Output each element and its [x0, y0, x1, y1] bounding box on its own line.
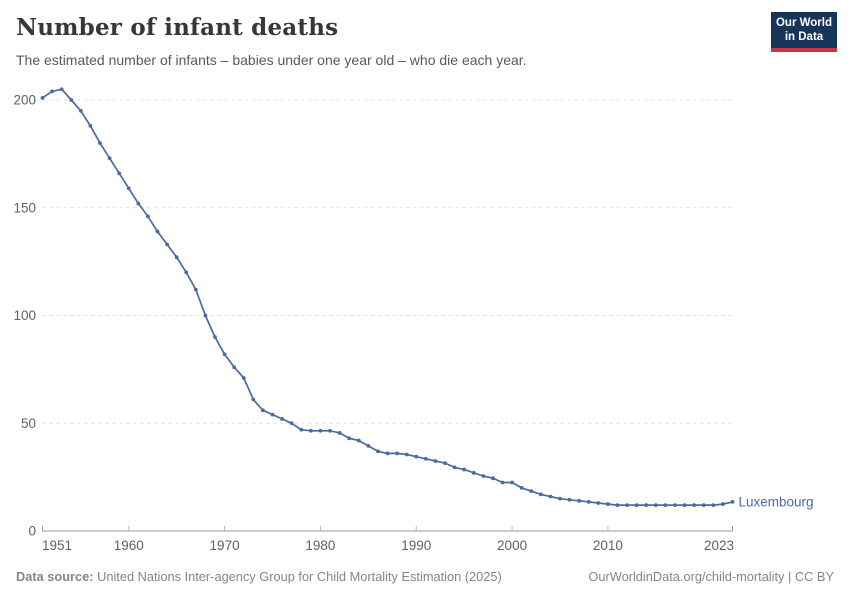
data-point[interactable]	[213, 335, 217, 339]
y-tick-label: 0	[28, 524, 36, 539]
data-point[interactable]	[653, 503, 658, 508]
data-point[interactable]	[337, 431, 342, 435]
data-point[interactable]	[222, 352, 227, 357]
page-title: Number of infant deaths	[16, 14, 339, 41]
data-source-text: United Nations Inter-agency Group for Ch…	[93, 569, 502, 584]
x-tick-label: 2010	[593, 538, 623, 553]
data-point[interactable]	[491, 476, 495, 481]
data-series-line[interactable]	[41, 88, 734, 506]
data-point[interactable]	[385, 451, 390, 456]
y-tick-label: 100	[13, 308, 36, 323]
data-point[interactable]	[443, 461, 447, 466]
data-point[interactable]	[615, 503, 620, 508]
x-tick-label: 2023	[704, 538, 734, 553]
data-point[interactable]	[634, 503, 639, 508]
data-point[interactable]	[701, 503, 706, 508]
data-point[interactable]	[155, 229, 160, 234]
data-point[interactable]	[165, 242, 169, 247]
data-point[interactable]	[519, 486, 524, 490]
data-point[interactable]	[596, 501, 601, 505]
x-tick-label: 1960	[114, 538, 144, 553]
data-point[interactable]	[558, 496, 562, 501]
data-point[interactable]	[136, 201, 141, 206]
y-tick-label: 150	[13, 200, 36, 215]
data-point[interactable]	[730, 500, 735, 504]
data-point[interactable]	[625, 503, 629, 508]
data-point[interactable]	[232, 365, 237, 370]
data-point[interactable]	[452, 465, 457, 470]
data-point[interactable]	[328, 428, 332, 433]
rights-link[interactable]: OurWorldinData.org/child-mortality | CC …	[588, 569, 834, 584]
data-point[interactable]	[395, 451, 399, 456]
data-point[interactable]	[606, 502, 610, 506]
data-point[interactable]	[299, 427, 304, 432]
data-point[interactable]	[567, 497, 572, 502]
data-point[interactable]	[423, 456, 428, 461]
data-point[interactable]	[241, 376, 246, 380]
data-point[interactable]	[711, 503, 716, 508]
data-point[interactable]	[548, 494, 553, 499]
y-tick-label: 50	[21, 416, 36, 431]
data-point[interactable]	[692, 503, 697, 508]
data-point[interactable]	[347, 436, 352, 441]
x-tick-label: 1980	[305, 538, 335, 553]
data-point[interactable]	[673, 503, 677, 508]
data-point[interactable]	[280, 417, 284, 421]
x-tick-label: 1951	[42, 538, 72, 553]
data-point[interactable]	[433, 459, 438, 463]
data-point[interactable]	[376, 449, 380, 454]
data-point[interactable]	[261, 408, 265, 413]
data-point[interactable]	[318, 428, 323, 433]
data-point[interactable]	[78, 108, 83, 113]
data-point[interactable]	[529, 489, 534, 494]
data-point[interactable]	[59, 87, 64, 92]
data-point[interactable]	[414, 454, 419, 459]
data-point[interactable]	[308, 428, 313, 433]
data-point[interactable]	[471, 470, 476, 475]
y-tick-label: 200	[13, 93, 36, 108]
data-point[interactable]	[577, 498, 582, 503]
data-point[interactable]	[88, 123, 93, 128]
data-source-note: Data source: United Nations Inter-agency…	[16, 569, 502, 584]
data-point[interactable]	[721, 502, 725, 506]
data-point[interactable]	[500, 480, 505, 485]
data-point[interactable]	[251, 397, 256, 402]
data-point[interactable]	[50, 89, 54, 94]
data-point[interactable]	[126, 186, 131, 191]
data-point[interactable]	[107, 156, 112, 161]
data-point[interactable]	[69, 98, 74, 102]
data-source-label: Data source:	[16, 569, 94, 584]
data-point[interactable]	[682, 503, 687, 508]
x-tick-label: 2000	[497, 538, 527, 553]
data-point[interactable]	[117, 171, 122, 176]
x-tick-label: 1970	[210, 538, 240, 553]
data-point[interactable]	[462, 467, 467, 472]
series-label-luxembourg[interactable]: Luxembourg	[739, 494, 814, 509]
data-point[interactable]	[174, 255, 179, 260]
data-point[interactable]	[644, 503, 649, 508]
data-point[interactable]	[193, 287, 198, 292]
data-point[interactable]	[98, 141, 102, 146]
owid-logo-text: Our World in Data	[775, 16, 832, 43]
data-point[interactable]	[586, 500, 591, 504]
data-point[interactable]	[146, 214, 150, 219]
data-point[interactable]	[404, 452, 409, 457]
data-point[interactable]	[366, 443, 371, 448]
owid-logo[interactable]: Our World in Data	[771, 12, 837, 52]
data-point[interactable]	[270, 412, 275, 417]
data-point[interactable]	[510, 480, 514, 485]
data-point[interactable]	[538, 492, 543, 497]
x-tick-label: 1990	[401, 538, 431, 553]
data-point[interactable]	[184, 270, 189, 275]
data-point[interactable]	[481, 474, 486, 478]
data-point[interactable]	[356, 438, 361, 443]
data-point[interactable]	[203, 313, 208, 318]
chart-subtitle: The estimated number of infants – babies…	[16, 52, 527, 68]
data-point[interactable]	[289, 421, 294, 426]
data-point[interactable]	[663, 503, 668, 508]
data-point[interactable]	[40, 95, 45, 100]
